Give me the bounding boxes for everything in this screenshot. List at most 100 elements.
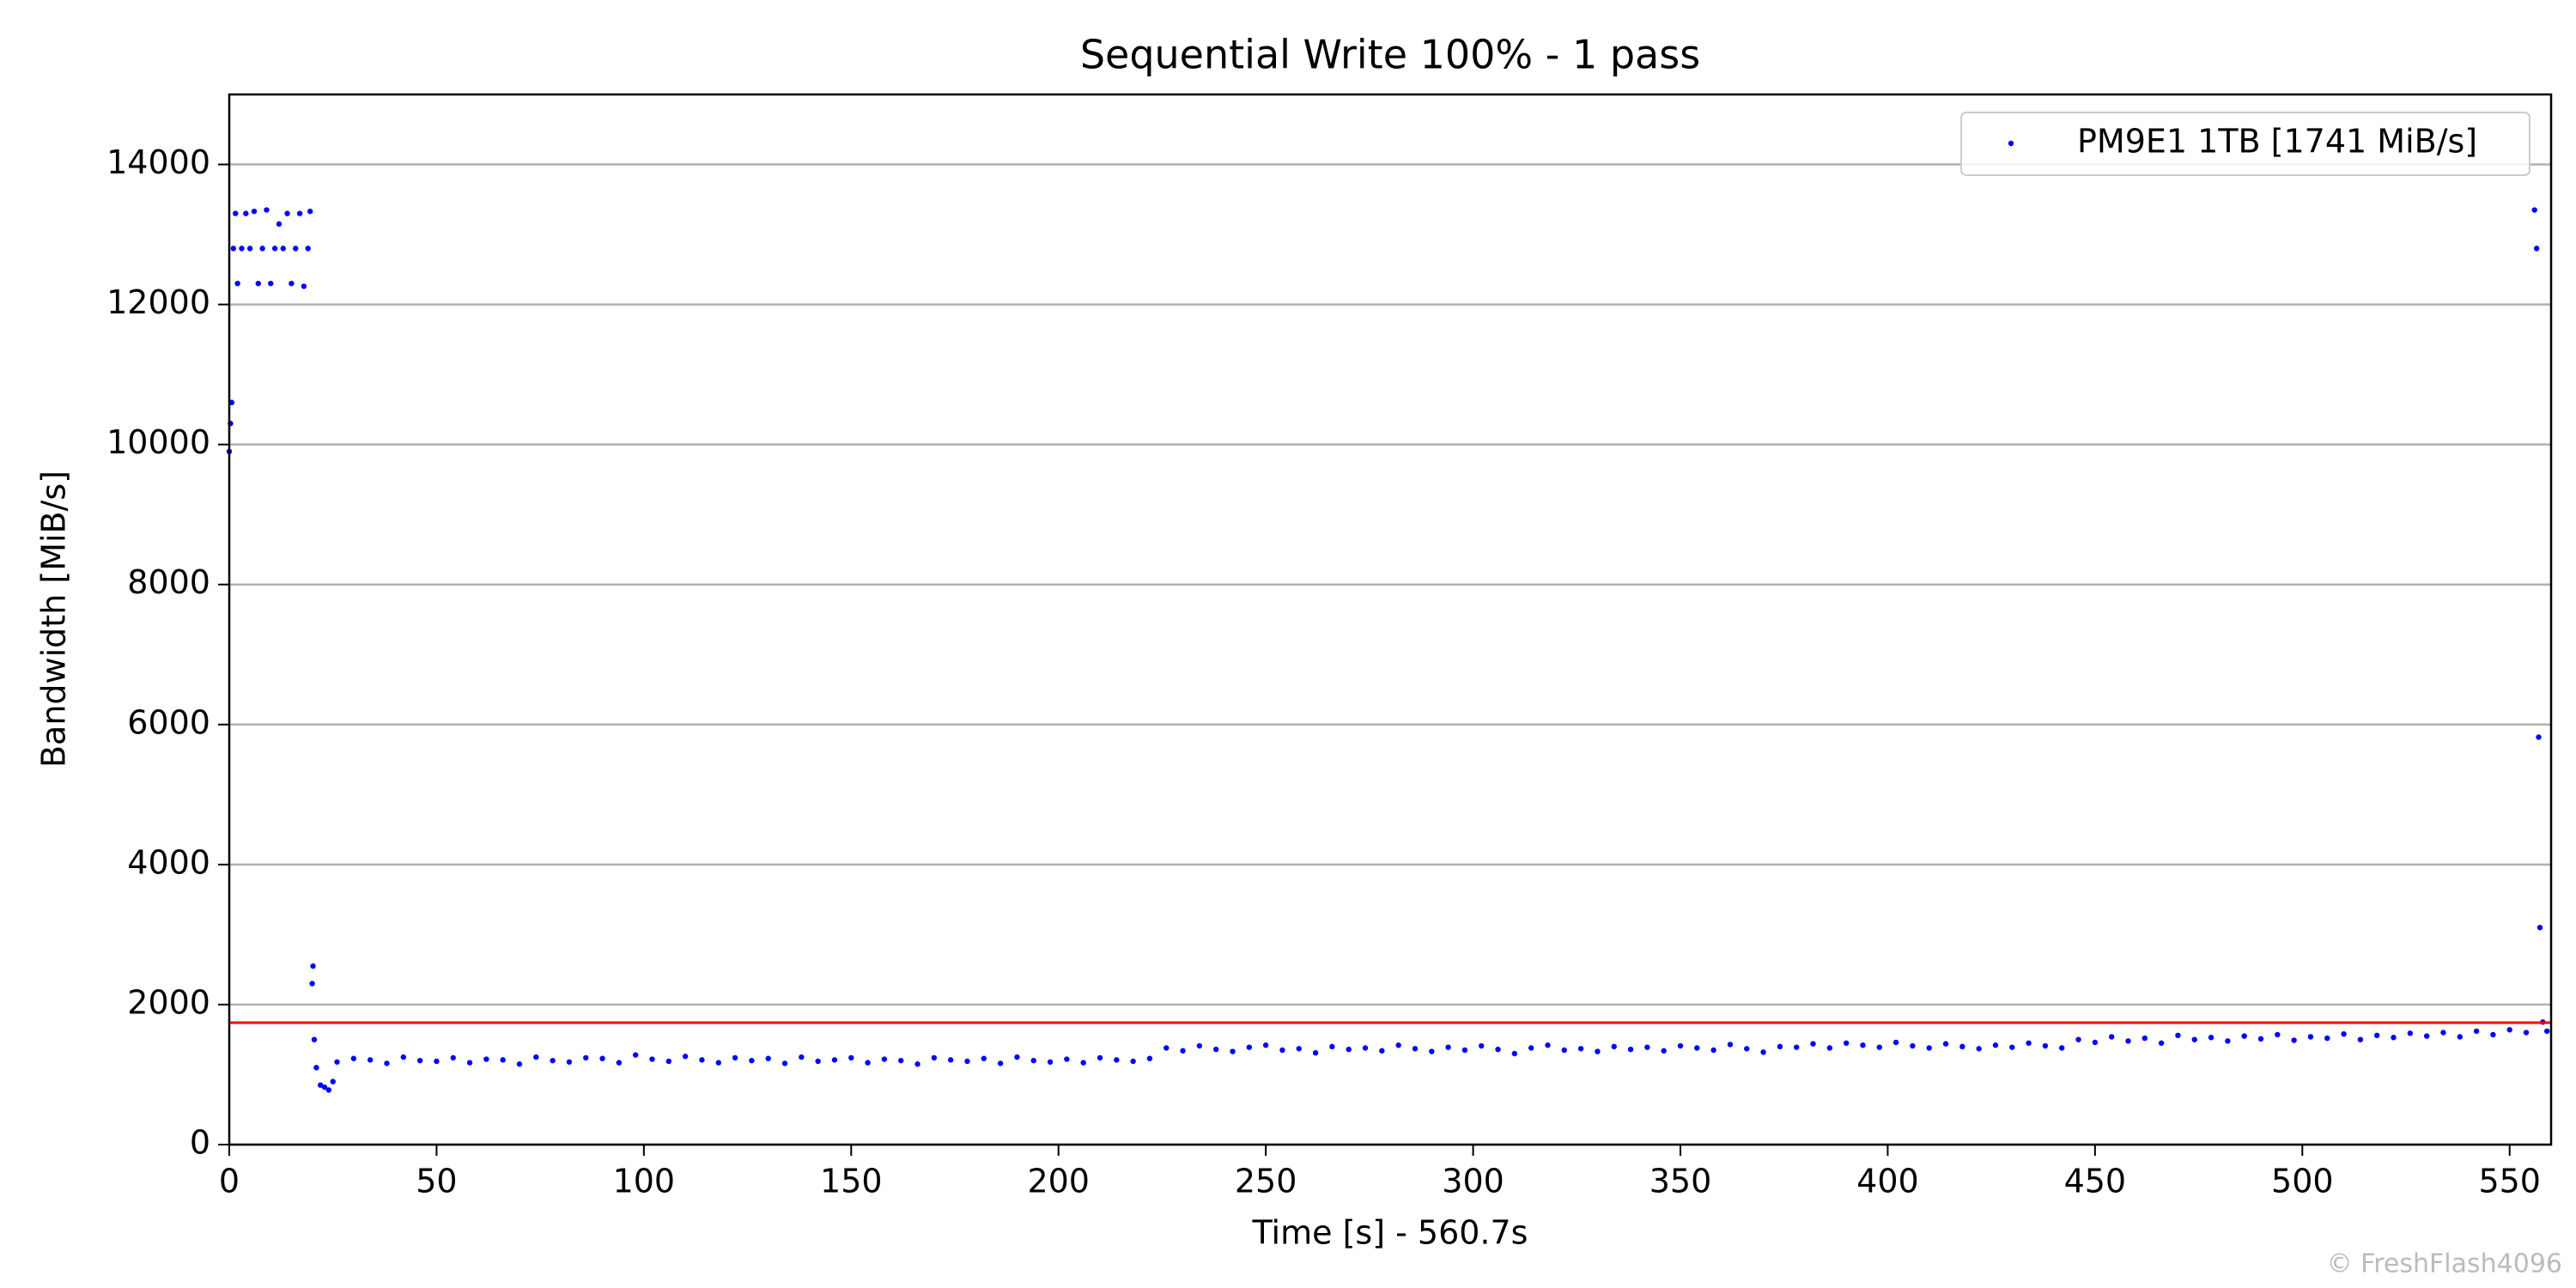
data-point [1627, 1046, 1634, 1053]
x-tick-label: 500 [2271, 1163, 2334, 1200]
data-point [533, 1054, 539, 1060]
data-point [1760, 1049, 1766, 1055]
data-point [765, 1055, 771, 1061]
data-point [1279, 1047, 1285, 1054]
data-point [1794, 1044, 1800, 1050]
data-point [749, 1057, 755, 1064]
data-point [550, 1057, 556, 1064]
x-tick-label: 550 [2478, 1163, 2541, 1200]
data-point [1114, 1057, 1120, 1063]
data-point [318, 1082, 324, 1088]
data-point [301, 283, 307, 289]
data-point [1910, 1042, 1916, 1049]
data-point [1893, 1039, 1899, 1046]
data-point [2291, 1037, 2297, 1043]
data-point [2042, 1042, 2049, 1049]
data-point [434, 1058, 440, 1065]
data-point [1262, 1042, 1269, 1048]
data-point [313, 1065, 319, 1071]
data-point [1577, 1046, 1584, 1052]
data-point [2208, 1035, 2215, 1041]
data-point [246, 246, 253, 252]
data-point [1992, 1042, 1999, 1048]
data-point [1495, 1046, 1501, 1053]
y-tick-label: 4000 [127, 843, 210, 881]
data-point [1395, 1042, 1401, 1048]
data-point [367, 1057, 374, 1063]
data-point [2341, 1030, 2347, 1037]
data-point [2307, 1034, 2314, 1040]
data-point [1926, 1045, 1932, 1051]
data-point [633, 1052, 639, 1058]
data-point [881, 1056, 888, 1062]
y-axis-label: Bandwidth [MiB/s] [35, 471, 73, 768]
data-point [1479, 1042, 1485, 1049]
x-tick-label: 400 [1856, 1163, 1919, 1200]
data-point [699, 1057, 705, 1063]
data-point [228, 399, 235, 405]
data-point [1561, 1047, 1568, 1054]
data-point [310, 963, 316, 969]
data-point [1329, 1043, 1335, 1050]
data-point [1230, 1048, 1236, 1054]
data-point [599, 1055, 605, 1061]
data-point [2158, 1040, 2165, 1046]
data-point [2241, 1033, 2247, 1039]
data-point [1528, 1045, 1534, 1051]
data-point [964, 1058, 970, 1065]
legend-marker [2008, 140, 2014, 147]
data-point [384, 1060, 390, 1066]
chart-title: Sequential Write 100% - 1 pass [1080, 32, 1700, 78]
x-axis-label: Time [s] - 560.7s [1252, 1214, 1528, 1252]
data-point [483, 1056, 489, 1062]
data-point [1860, 1042, 1866, 1048]
data-point [931, 1054, 938, 1061]
data-point [516, 1061, 523, 1067]
data-point [815, 1058, 821, 1065]
data-point [2275, 1031, 2281, 1038]
data-point [233, 210, 239, 216]
x-tick-label: 450 [2064, 1163, 2127, 1200]
legend-label: PM9E1 1TB [1741 MiB/s] [2077, 123, 2477, 161]
data-point [1810, 1041, 1816, 1047]
data-point [997, 1060, 1004, 1066]
data-point [2391, 1035, 2397, 1041]
data-point [2407, 1030, 2414, 1036]
data-point [1843, 1040, 1850, 1046]
data-point [305, 246, 311, 252]
data-point [1661, 1048, 1667, 1054]
data-point [715, 1060, 721, 1066]
data-point [799, 1054, 805, 1060]
data-point [2225, 1038, 2231, 1044]
data-point [296, 210, 303, 216]
data-point [466, 1060, 473, 1066]
data-point [2374, 1032, 2380, 1039]
data-point [1511, 1050, 1518, 1057]
data-point [914, 1061, 920, 1067]
data-point [947, 1057, 954, 1063]
legend-box [1960, 112, 2530, 176]
data-point [2142, 1035, 2148, 1042]
data-point [1080, 1060, 1086, 1066]
data-point [311, 1036, 318, 1042]
y-tick-label: 10000 [106, 423, 210, 461]
data-point [2108, 1034, 2115, 1040]
data-point [1777, 1043, 1783, 1050]
data-point [1030, 1057, 1036, 1064]
data-point [682, 1054, 689, 1060]
data-point [2457, 1034, 2463, 1040]
data-point [1710, 1047, 1716, 1054]
data-point [271, 246, 278, 252]
data-point [1644, 1044, 1650, 1050]
data-point [2092, 1039, 2099, 1046]
data-point [1047, 1059, 1054, 1065]
x-tick-label: 350 [1649, 1163, 1712, 1200]
data-point [268, 280, 274, 287]
data-point [2490, 1031, 2496, 1038]
data-point [1312, 1049, 1319, 1056]
data-point [1180, 1048, 1186, 1054]
data-point [400, 1054, 406, 1060]
data-point [1296, 1046, 1302, 1052]
data-point [289, 280, 295, 287]
